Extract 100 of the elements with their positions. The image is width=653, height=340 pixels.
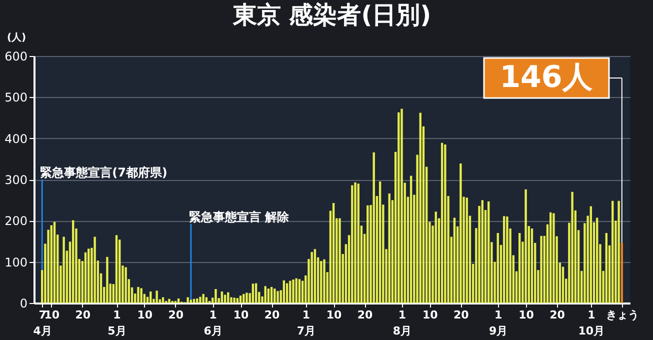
bar <box>487 201 490 303</box>
bar <box>453 218 456 303</box>
bar <box>168 298 170 303</box>
bar <box>156 290 158 303</box>
bar <box>295 278 298 303</box>
bar <box>320 261 322 303</box>
bar <box>549 212 552 303</box>
bar <box>378 182 382 303</box>
bar <box>233 298 236 303</box>
y-tick-label: 600 <box>4 50 28 64</box>
annotation: 146人 <box>500 60 594 95</box>
bar <box>267 288 270 303</box>
bar <box>242 294 245 303</box>
bar <box>162 297 164 303</box>
bar <box>524 189 527 303</box>
y-tick-label: 500 <box>4 90 28 105</box>
bar <box>351 185 354 303</box>
bar <box>444 144 446 303</box>
bar <box>186 297 189 303</box>
bar <box>62 236 65 303</box>
bar <box>338 218 341 303</box>
bar <box>314 249 316 303</box>
x-tick-label: 10 <box>326 308 342 322</box>
bar <box>332 202 335 303</box>
ref-line-label: 緊急事態宣言(7都府県) <box>40 166 168 180</box>
bar <box>246 292 248 303</box>
bar <box>506 216 508 303</box>
x-tick-label: 1 9月 <box>489 308 508 338</box>
bar <box>357 184 360 303</box>
bar <box>596 218 598 303</box>
x-tick-label: 10 <box>422 308 438 322</box>
bar <box>400 108 403 303</box>
bar <box>220 291 224 303</box>
bar <box>236 298 239 303</box>
bar <box>434 212 437 303</box>
y-tick-label: 400 <box>4 132 28 146</box>
bar <box>298 279 301 303</box>
bar <box>286 283 288 303</box>
x-tick-label: きょう <box>606 308 639 322</box>
bar <box>190 300 192 303</box>
bar <box>124 267 127 303</box>
bar <box>252 284 254 303</box>
x-tick-label: 20 <box>550 308 566 322</box>
bar <box>540 236 542 303</box>
bar <box>202 294 204 303</box>
bar <box>53 222 56 303</box>
y-tick-label: 200 <box>4 214 28 228</box>
bar <box>366 205 369 303</box>
x-tick-label: 1 10月 <box>578 308 605 338</box>
bar <box>481 200 484 303</box>
bar <box>410 176 412 303</box>
bar <box>140 288 142 303</box>
x-tick-label: 20 <box>168 308 184 322</box>
bar <box>419 112 422 303</box>
bar <box>502 216 506 303</box>
bar <box>289 280 292 303</box>
x-tick-label: 1 5月 <box>108 308 126 338</box>
bar <box>264 286 266 303</box>
bar <box>460 163 462 303</box>
bar <box>530 228 534 303</box>
bar <box>440 142 444 303</box>
bar <box>106 256 108 303</box>
x-tick-label: 20 <box>75 308 91 322</box>
bar <box>274 288 276 303</box>
bar <box>88 248 90 303</box>
bar <box>612 200 614 303</box>
chart-title: 東京 感染者(日別) <box>232 1 432 29</box>
bar <box>552 213 555 303</box>
bar <box>199 296 202 303</box>
x-tick-label: 10 <box>137 308 153 322</box>
bar <box>254 283 258 303</box>
bar <box>292 280 294 303</box>
x-tick-label: 20 <box>357 308 374 322</box>
y-tick-label: 100 <box>4 255 28 270</box>
x-tick-label: 10 <box>44 308 60 322</box>
bar <box>620 242 623 303</box>
y-axis-title: (人) <box>6 32 26 44</box>
x-tick-label: 10 <box>518 308 534 322</box>
bar <box>388 193 390 303</box>
bar <box>150 291 152 303</box>
bar <box>137 286 140 303</box>
bar <box>270 286 273 303</box>
bar <box>310 252 313 303</box>
bar <box>605 233 608 303</box>
bar <box>239 296 242 303</box>
bar <box>372 152 375 303</box>
y-tick-label: 0 <box>20 296 28 310</box>
bar <box>72 220 74 303</box>
bar <box>94 236 96 303</box>
bar <box>618 200 620 303</box>
bar <box>571 192 574 303</box>
ref-line-label: 緊急事態宣言 解除 <box>188 210 290 224</box>
y-tick-label: 300 <box>4 173 28 187</box>
bar <box>205 297 208 303</box>
bar <box>354 182 356 303</box>
bar <box>590 206 592 303</box>
bar <box>214 289 217 303</box>
x-tick-label: 1 7月 <box>296 308 316 338</box>
bar <box>276 291 279 303</box>
x-tick-label: 20 <box>454 308 470 322</box>
